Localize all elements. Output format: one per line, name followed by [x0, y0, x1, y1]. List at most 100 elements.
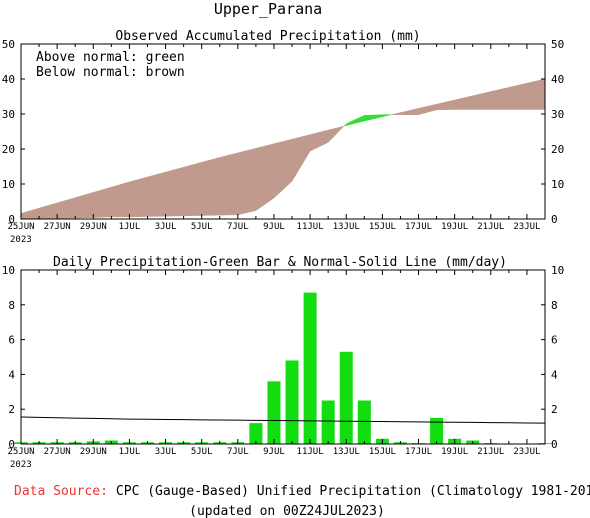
- p1-ytick-label-right: 50: [551, 38, 564, 51]
- below-normal-area: [147, 171, 166, 217]
- p1-xtick-label: 19JUL: [441, 222, 468, 232]
- p2-ytick-label-right: 2: [551, 403, 558, 416]
- p2-ytick-label-left: 10: [2, 264, 15, 277]
- p2-xtick-label: 5JUL: [191, 447, 213, 457]
- below-normal-area: [201, 157, 221, 216]
- below-normal-area: [56, 197, 76, 219]
- p1-ytick-label-left: 0: [8, 213, 15, 226]
- p2-ytick-label-right: 10: [551, 264, 564, 277]
- p2-ytick-label-left: 8: [8, 299, 15, 312]
- below-normal-area: [237, 147, 257, 216]
- p2-ytick-label-right: 6: [551, 334, 558, 347]
- p1-ytick-label-left: 50: [2, 38, 15, 51]
- source-text: CPC (Gauge-Based) Unified Precipitation …: [116, 484, 590, 499]
- p1-ytick-label-right: 10: [551, 178, 564, 191]
- p1-xtick-label: 9JUL: [263, 222, 285, 232]
- p2-ytick-label-right: 4: [551, 368, 558, 381]
- p1-xtick-label: 29JUN: [80, 222, 107, 232]
- panel1-title: Observed Accumulated Precipitation (mm): [115, 29, 420, 44]
- p2-xtick-label: 17JUL: [405, 447, 432, 457]
- p2-xtick-label: 25JUN: [7, 447, 34, 457]
- p1-ytick-label-right: 30: [551, 108, 564, 121]
- p1-ytick-label-right: 40: [551, 73, 564, 86]
- p2-xtick-label: 15JUL: [369, 447, 396, 457]
- daily-precip-bar: [249, 423, 263, 444]
- p2-ytick-label-right: 8: [551, 299, 558, 312]
- above-normal-area: [343, 123, 347, 127]
- p1-xtick-label: 13JUL: [333, 222, 360, 232]
- daily-precip-bar: [303, 292, 317, 444]
- annotation-above: Above normal: green: [36, 50, 185, 65]
- below-normal-area: [219, 152, 239, 216]
- below-normal-area: [291, 134, 311, 183]
- below-normal-area: [111, 181, 130, 218]
- p1-ytick-label-left: 20: [2, 143, 15, 156]
- above-normal-area: [345, 115, 365, 126]
- daily-precip-bar: [430, 417, 444, 444]
- p1-xtick-label: 5JUL: [191, 222, 213, 232]
- p2-xtick-label: 23JUL: [513, 447, 540, 457]
- p2-xtick-label: 11JUL: [297, 447, 324, 457]
- daily-precip-bar: [339, 351, 353, 444]
- p1-xtick-label: 15JUL: [369, 222, 396, 232]
- daily-precip-bar: [285, 360, 299, 444]
- p1-ytick-label-left: 10: [2, 178, 15, 191]
- below-normal-area: [418, 103, 437, 116]
- below-normal-area: [400, 108, 419, 115]
- below-normal-area: [490, 87, 510, 110]
- p1-xtick-label: 23JUL: [513, 222, 540, 232]
- p1-xtick-label: 1JUL: [119, 222, 141, 232]
- below-normal-area: [508, 82, 528, 110]
- p1-xtick-label: 17JUL: [405, 222, 432, 232]
- p2-xtick-label: 29JUN: [80, 447, 107, 457]
- p2-xtick-label: 21JUL: [477, 447, 504, 457]
- p1-ytick-label-right: 0: [551, 213, 558, 226]
- p2-xtick-label: 19JUL: [441, 447, 468, 457]
- source-label: Data Source:: [14, 484, 108, 499]
- p1-xtick-label: 27JUN: [44, 222, 71, 232]
- p2-ytick-label-right: 0: [551, 438, 558, 451]
- above-normal-area: [382, 114, 392, 118]
- above-normal-area: [364, 114, 383, 122]
- below-normal-area: [327, 125, 345, 143]
- p2-xtick-label: 9JUL: [263, 447, 285, 457]
- below-normal-area: [165, 166, 184, 217]
- below-normal-area: [526, 78, 546, 110]
- below-normal-area: [38, 202, 58, 219]
- p1-ytick-label-right: 20: [551, 143, 564, 156]
- x-year-label-top: 2023: [10, 235, 32, 245]
- p1-xtick-label: 3JUL: [155, 222, 177, 232]
- p1-xtick-label: 7JUL: [227, 222, 249, 232]
- p2-ytick-label-left: 0: [8, 438, 15, 451]
- p1-xtick-label: 21JUL: [477, 222, 504, 232]
- x-year-label-bottom: 2023: [10, 460, 32, 470]
- p2-xtick-label: 7JUL: [227, 447, 249, 457]
- p2-ytick-label-left: 4: [8, 368, 15, 381]
- page-title: Upper_Parana: [214, 0, 322, 18]
- source-line: Data Source: CPC (Gauge-Based) Unified Pr…: [14, 484, 590, 499]
- panel2-title: Daily Precipitation-Green Bar & Normal-S…: [53, 255, 507, 270]
- below-normal-area: [436, 99, 455, 111]
- daily-precip-bar: [321, 400, 335, 444]
- p2-xtick-label: 13JUL: [333, 447, 360, 457]
- below-normal-area: [129, 176, 148, 218]
- daily-precip-bar: [267, 381, 281, 444]
- p2-xtick-label: 3JUL: [155, 447, 177, 457]
- p2-ytick-label-left: 2: [8, 403, 15, 416]
- below-normal-area: [309, 129, 329, 152]
- normal-line: [20, 416, 546, 424]
- below-normal-area: [183, 161, 202, 217]
- updated-note: (updated on 00Z24JUL2023): [189, 504, 385, 518]
- below-normal-area: [472, 91, 492, 110]
- below-normal-area: [391, 112, 401, 115]
- below-normal-area: [273, 138, 293, 199]
- below-normal-area: [93, 186, 112, 218]
- below-normal-area: [454, 95, 473, 110]
- p1-xtick-label: 11JUL: [297, 222, 324, 232]
- p2-ytick-label-left: 6: [8, 334, 15, 347]
- p1-frame: [20, 43, 546, 220]
- p2-xtick-label: 27JUN: [44, 447, 71, 457]
- p2-frame: [20, 269, 546, 445]
